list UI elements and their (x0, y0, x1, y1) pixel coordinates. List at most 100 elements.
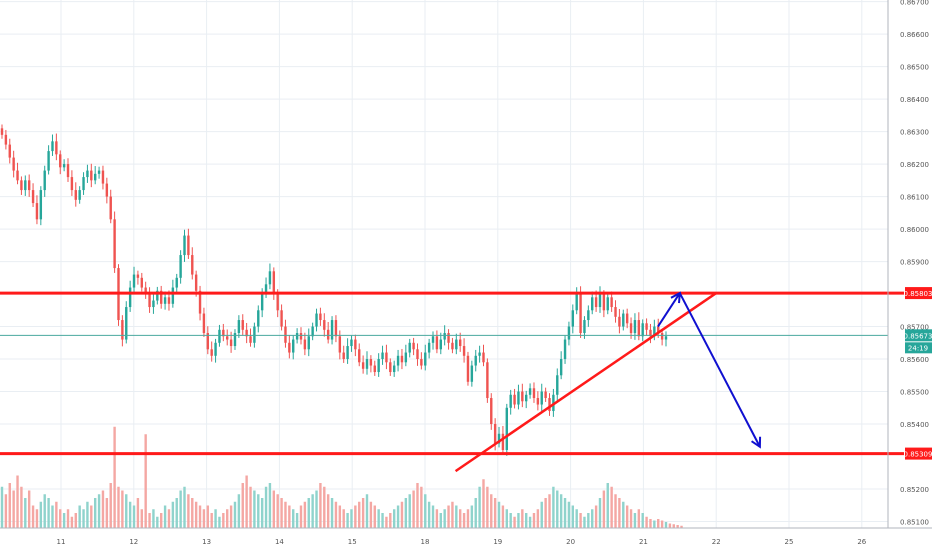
volume-bar (136, 498, 140, 528)
candle-body (82, 177, 85, 191)
volume-bar (152, 509, 155, 528)
candle-body (563, 339, 567, 360)
y-tick-label: 0.85500 (900, 389, 929, 397)
volume-bar (602, 490, 606, 528)
y-tick-label: 0.86000 (900, 226, 929, 234)
candle-body (66, 164, 70, 178)
candle-body (152, 300, 155, 308)
volume-bar (191, 498, 194, 528)
volume-bar (614, 494, 617, 528)
volume-bar (70, 516, 74, 528)
candle-body (292, 339, 295, 353)
candle-body (505, 407, 508, 451)
candle-body (268, 271, 272, 285)
volume-bar (86, 501, 89, 528)
y-tick-label: 0.85700 (900, 324, 929, 332)
candle-body (101, 170, 105, 184)
volume-bar (299, 505, 303, 528)
candle-body (400, 355, 404, 363)
candle-body (385, 352, 388, 363)
candle-body (272, 271, 276, 295)
volume-bar (373, 505, 376, 528)
candle-body (128, 287, 132, 308)
volume-bar (556, 490, 559, 528)
volume-bar (163, 505, 167, 528)
candle-body (346, 346, 349, 360)
volume-bar (257, 494, 260, 528)
volume-bar (521, 509, 524, 528)
volume-bar (606, 483, 609, 528)
volume-bar (323, 486, 326, 528)
candle-body (618, 316, 621, 327)
volume-bar (505, 509, 508, 528)
candle-body (16, 170, 19, 181)
volume-bar (462, 513, 466, 528)
candle-body (381, 352, 384, 360)
candle-body (140, 277, 143, 288)
candle-body (330, 320, 334, 340)
volume-bar (0, 486, 4, 528)
candle-body (109, 196, 112, 220)
candle-body (645, 323, 648, 330)
volume-bar (272, 490, 276, 528)
x-tick-label: 18 (421, 538, 430, 546)
volume-bar (625, 505, 629, 528)
candle-body (614, 307, 617, 317)
volume-bar (649, 519, 652, 528)
volume-bar (132, 505, 136, 528)
volume-bar (311, 494, 314, 528)
candle-body (280, 310, 283, 327)
candle-body (342, 352, 345, 360)
volume-bar (47, 498, 50, 528)
level-tag (905, 287, 932, 300)
volume-bar (657, 519, 660, 528)
candle-body (629, 323, 633, 334)
volume-bar (579, 513, 582, 528)
volume-bar (179, 490, 182, 528)
level-label: 0.85803 (904, 290, 932, 298)
candle-body (591, 297, 594, 311)
y-tick-label: 0.85900 (900, 259, 929, 267)
candle-body (264, 284, 268, 295)
candle-body (144, 287, 147, 295)
volume-bar (416, 483, 419, 528)
volume-bar (486, 486, 489, 528)
candle-body (97, 170, 101, 174)
x-tick-label: 14 (275, 538, 284, 546)
candle-body (160, 290, 163, 304)
volume-bar (315, 490, 318, 528)
volume-bar (493, 498, 497, 528)
x-tick-label: 26 (857, 538, 866, 546)
volume-bar (482, 479, 485, 528)
volume-bar (66, 509, 70, 528)
candle-body (528, 388, 532, 395)
volume-bar (342, 509, 345, 528)
volume-bar (509, 513, 512, 528)
volume-bar (24, 498, 27, 528)
volume-bar (427, 501, 431, 528)
volume-bar (218, 516, 221, 528)
candle-body (408, 342, 411, 353)
volume-bar (78, 505, 81, 528)
candle-body (319, 313, 322, 321)
volume-bar (226, 509, 229, 528)
volume-bar (93, 498, 97, 528)
volume-bar (276, 494, 279, 528)
volume-bar (109, 483, 112, 528)
candle-body (513, 394, 516, 405)
candle-body (121, 320, 124, 340)
candle-body (47, 151, 50, 171)
volume-bar (295, 513, 299, 528)
volume-bar (618, 498, 621, 528)
volume-bar (439, 513, 442, 528)
candle-body (229, 339, 233, 347)
volume-bar (97, 494, 101, 528)
candle-body (447, 333, 450, 343)
volume-bar (466, 509, 470, 528)
volume-bar (183, 486, 186, 528)
volume-bar (396, 505, 400, 528)
candle-body (105, 183, 109, 197)
volume-bar (548, 494, 551, 528)
candle-body (622, 313, 625, 327)
y-tick-label: 0.85400 (900, 421, 929, 429)
